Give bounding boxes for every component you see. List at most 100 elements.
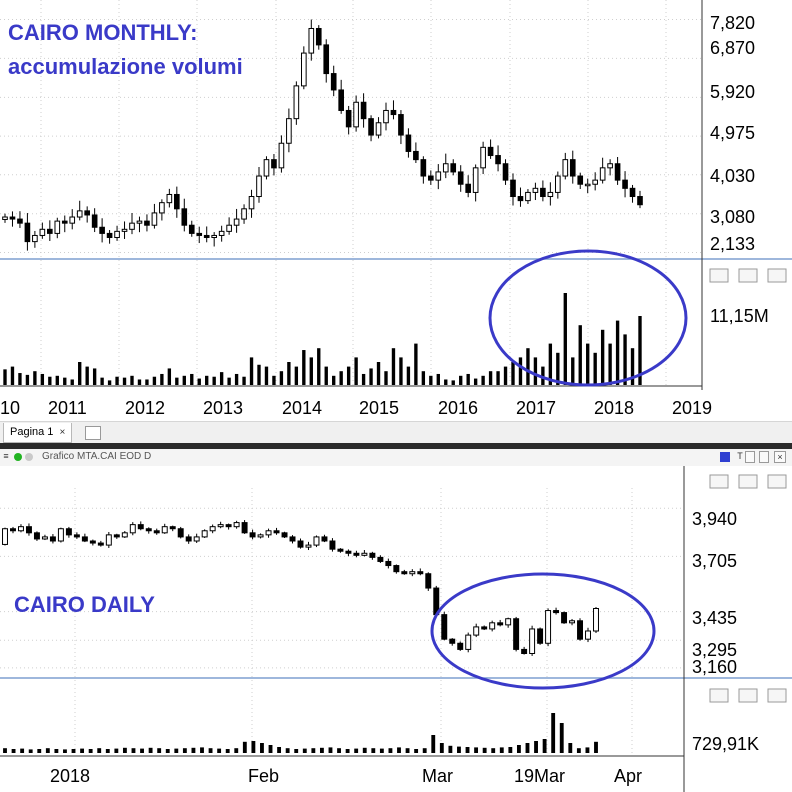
m-year-tick: 2018 bbox=[594, 398, 634, 418]
volume-bar bbox=[115, 376, 119, 385]
tab-close-icon[interactable]: × bbox=[59, 427, 66, 438]
candle-body bbox=[241, 522, 248, 534]
candle-body bbox=[177, 528, 184, 538]
tab-pagina-1[interactable]: Pagina 1 × bbox=[3, 423, 73, 443]
tab-label: Pagina 1 bbox=[10, 426, 54, 438]
d-price-tick: 3,435 bbox=[692, 608, 737, 628]
candle-body bbox=[188, 224, 195, 234]
candle-body bbox=[61, 220, 68, 224]
volume-bar bbox=[488, 371, 493, 385]
volume-bar bbox=[160, 373, 164, 385]
volume-bar bbox=[78, 362, 82, 385]
volume-bar bbox=[391, 348, 396, 385]
volume-bar bbox=[594, 741, 598, 753]
candle-body bbox=[413, 150, 419, 161]
volume-bar bbox=[623, 334, 627, 385]
new-tab-icon[interactable] bbox=[85, 426, 101, 440]
volume-bar bbox=[227, 377, 231, 385]
d-close-icon[interactable] bbox=[767, 474, 787, 489]
volume-bar bbox=[309, 357, 313, 385]
candle-body bbox=[585, 630, 591, 640]
color-swatch-icon[interactable] bbox=[720, 452, 730, 462]
volume-bar bbox=[499, 747, 504, 753]
d-maximize-icon[interactable] bbox=[738, 474, 758, 489]
window-minimize-icon[interactable] bbox=[745, 451, 755, 463]
volume-bar bbox=[337, 748, 341, 753]
candle-body bbox=[137, 524, 144, 530]
candle-body bbox=[17, 526, 24, 532]
volume-bar bbox=[548, 343, 553, 385]
menu-icon[interactable]: ≡ bbox=[3, 451, 9, 461]
candle-body bbox=[569, 620, 576, 624]
candle-body bbox=[263, 159, 270, 177]
candle-body bbox=[323, 44, 330, 75]
volume-bar bbox=[92, 368, 97, 385]
volume-bar bbox=[175, 377, 179, 385]
daily-candles bbox=[2, 520, 599, 656]
candle-body bbox=[32, 234, 38, 243]
volume-bar bbox=[406, 366, 411, 385]
candle-body bbox=[17, 218, 23, 224]
maximize-icon[interactable] bbox=[738, 268, 758, 283]
candle-body bbox=[153, 530, 160, 534]
volume-bar bbox=[586, 343, 590, 385]
volume-bar bbox=[576, 748, 581, 753]
candle-body bbox=[449, 638, 456, 644]
volume-bar bbox=[174, 748, 179, 753]
volume-bar bbox=[294, 366, 299, 385]
volume-bar bbox=[287, 362, 291, 385]
d-vol-maximize-icon[interactable] bbox=[738, 688, 758, 703]
text-tool-icon[interactable]: T bbox=[737, 451, 743, 461]
candle-body bbox=[420, 159, 427, 177]
volume-bar bbox=[302, 748, 307, 753]
volume-bar bbox=[208, 748, 213, 753]
volume-bar bbox=[45, 748, 50, 753]
candle-body bbox=[121, 228, 128, 232]
d-vol-close-icon[interactable] bbox=[767, 688, 787, 703]
volume-bar bbox=[422, 748, 427, 753]
volume-bar bbox=[137, 379, 142, 385]
window-maximize-icon[interactable] bbox=[759, 451, 769, 463]
volume-bar bbox=[97, 748, 102, 753]
m-year-tick: 10 bbox=[0, 398, 20, 418]
candle-body bbox=[273, 530, 280, 534]
m-price-tick: 5,920 bbox=[710, 82, 755, 102]
d-top-label: 3,940 bbox=[692, 509, 737, 529]
pane-divider[interactable] bbox=[0, 443, 792, 449]
volume-bar bbox=[18, 373, 22, 385]
volume-bar bbox=[568, 743, 573, 753]
monthly-chart: 7,820 6,870 5,920 4,975 4,030 3,080 2,13… bbox=[0, 0, 792, 418]
daily-window-titlebar: ≡ Grafico MTA.CAI EOD D T × bbox=[0, 449, 792, 467]
volume-bar bbox=[593, 352, 597, 385]
candle-body bbox=[313, 536, 320, 546]
volume-bar bbox=[414, 749, 419, 753]
candle-body bbox=[405, 134, 412, 152]
candle-body bbox=[196, 232, 203, 236]
volume-bar bbox=[328, 747, 333, 753]
d-minimize-icon[interactable] bbox=[709, 474, 729, 489]
candle-body bbox=[425, 573, 432, 589]
close-icon[interactable] bbox=[767, 268, 787, 283]
candle-body bbox=[457, 642, 464, 650]
candle-body bbox=[330, 73, 337, 91]
candle-body bbox=[76, 210, 83, 218]
candle-body bbox=[562, 159, 569, 177]
volume-bar bbox=[578, 325, 582, 385]
volume-bar bbox=[279, 371, 284, 385]
volume-bar bbox=[482, 747, 487, 753]
volume-bar bbox=[71, 749, 76, 753]
candle-body bbox=[89, 540, 96, 544]
candle-body bbox=[472, 167, 479, 193]
candle-body bbox=[105, 534, 112, 546]
d-vol-minimize-icon[interactable] bbox=[709, 688, 729, 703]
minimize-icon[interactable] bbox=[709, 268, 729, 283]
candle-body bbox=[144, 220, 150, 226]
candle-body bbox=[97, 542, 104, 546]
volume-bar bbox=[33, 371, 37, 385]
daily-window-title: Grafico MTA.CAI EOD D bbox=[42, 451, 152, 462]
window-close-icon[interactable]: × bbox=[774, 451, 786, 463]
volume-bar bbox=[249, 357, 254, 385]
d-price-tick: 3,160 bbox=[692, 657, 737, 677]
candle-body bbox=[301, 52, 307, 87]
candle-body bbox=[39, 228, 46, 236]
